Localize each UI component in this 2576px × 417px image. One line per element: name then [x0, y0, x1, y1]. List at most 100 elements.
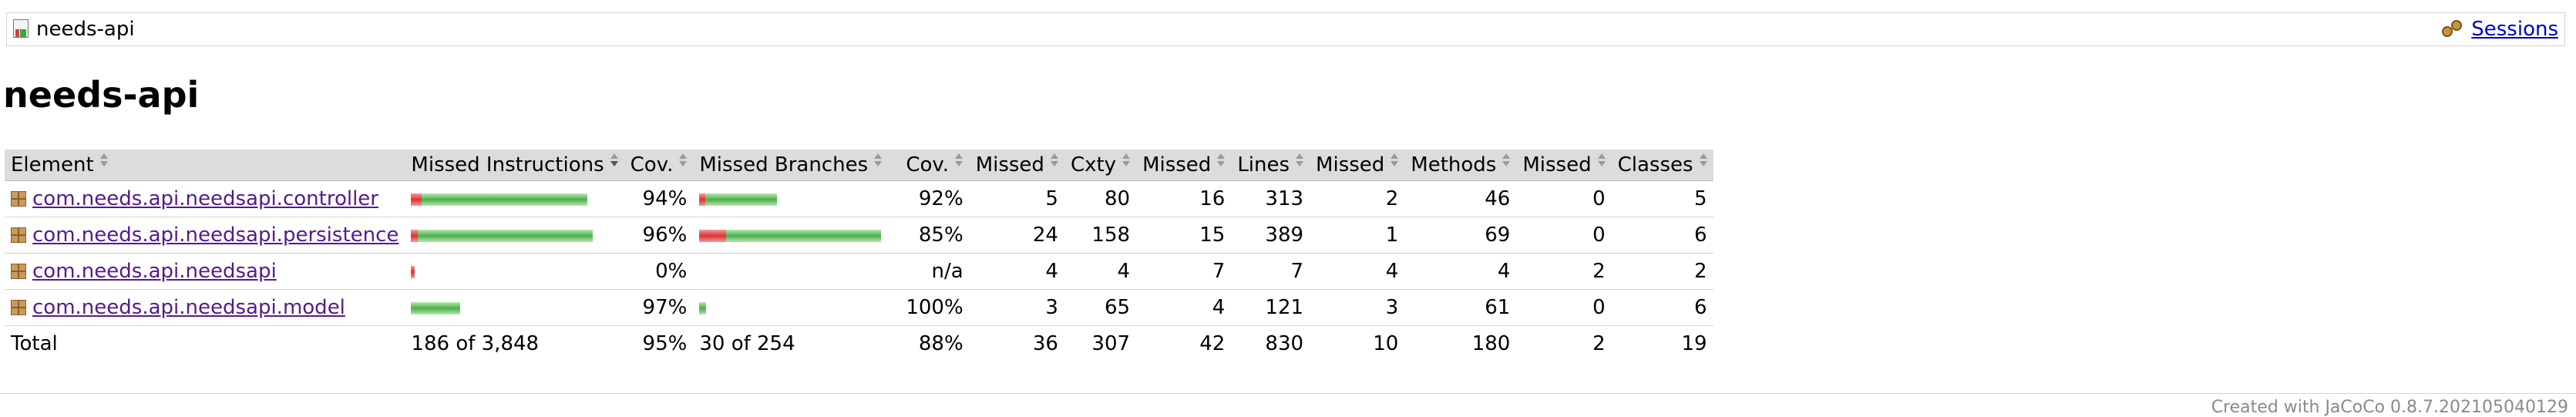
- total-cxty: 307: [1091, 332, 1131, 355]
- table-row: com.needs.api.needsapi.model 97% 100% 3 …: [5, 289, 1713, 326]
- package-icon: [11, 227, 26, 243]
- classes: 5: [1611, 180, 1713, 217]
- total-classes: 19: [1681, 332, 1707, 355]
- branch-coverage: n/a: [900, 253, 970, 290]
- package-link[interactable]: com.needs.api.needsapi.controller: [32, 187, 378, 210]
- total-missed-lines: 42: [1199, 332, 1226, 355]
- sort-icon: [1122, 153, 1131, 166]
- instr-bar-cell: [405, 217, 624, 254]
- missed-lines: 16: [1136, 180, 1232, 217]
- instr-coverage: 94%: [624, 180, 694, 217]
- missed-segment: [411, 265, 415, 278]
- missed-segment: [411, 229, 419, 242]
- missed-lines: 4: [1136, 289, 1232, 326]
- total-branches: 30 of 254: [699, 332, 795, 355]
- col-instr-coverage[interactable]: Cov.: [624, 150, 694, 181]
- package-icon: [11, 300, 26, 315]
- instr-coverage: 96%: [624, 217, 694, 254]
- total-missed-cxty: 36: [1032, 332, 1058, 355]
- missed-classes: 0: [1516, 217, 1612, 254]
- element-cell: com.needs.api.needsapi: [5, 253, 405, 290]
- missed-classes: 2: [1516, 253, 1612, 290]
- package-link[interactable]: com.needs.api.needsapi: [32, 260, 277, 283]
- missed-lines: 15: [1136, 217, 1232, 254]
- sessions-link[interactable]: Sessions: [2471, 18, 2558, 41]
- instr-coverage-bar: [411, 265, 415, 278]
- col-cxty[interactable]: Cxty: [1064, 150, 1137, 181]
- sort-icon: [99, 153, 108, 166]
- branch-coverage: 92%: [900, 180, 970, 217]
- col-missed-instructions[interactable]: Missed Instructions: [405, 150, 624, 181]
- report-icon: [13, 19, 30, 39]
- total-methods: 180: [1471, 332, 1511, 355]
- col-missed-lines[interactable]: Missed: [1136, 150, 1232, 181]
- sort-icon: [955, 153, 963, 166]
- breadcrumb-left: needs-api: [13, 18, 135, 41]
- sort-icon: [1050, 153, 1058, 166]
- package-icon: [11, 191, 26, 207]
- col-missed-branches[interactable]: Missed Branches: [693, 150, 900, 181]
- element-cell: com.needs.api.needsapi.model: [5, 289, 405, 326]
- col-lines[interactable]: Lines: [1231, 150, 1310, 181]
- covered-segment: [418, 229, 594, 242]
- branch-coverage-bar: [699, 301, 707, 314]
- table-row: com.needs.api.needsapi.controller 94% 92…: [5, 180, 1713, 217]
- instr-bar-cell: [405, 289, 624, 326]
- instr-coverage-bar: [411, 229, 594, 242]
- col-missed-classes[interactable]: Missed: [1516, 150, 1612, 181]
- breadcrumb-right: Sessions: [2442, 18, 2558, 41]
- table-header-row: Element Missed Instructions Cov. Missed …: [5, 150, 1713, 181]
- lines: 121: [1231, 289, 1310, 326]
- branch-coverage-bar: [699, 229, 882, 242]
- package-link[interactable]: com.needs.api.needsapi.model: [32, 296, 345, 319]
- methods: 46: [1404, 180, 1517, 217]
- missed-segment: [699, 229, 727, 242]
- sort-icon: [1296, 153, 1304, 166]
- col-branch-coverage[interactable]: Cov.: [900, 150, 970, 181]
- lines: 313: [1231, 180, 1310, 217]
- covered-segment: [705, 193, 778, 206]
- missed-methods: 3: [1310, 289, 1405, 326]
- col-methods[interactable]: Methods: [1404, 150, 1517, 181]
- instr-coverage: 0%: [624, 253, 694, 290]
- element-cell: com.needs.api.needsapi.controller: [5, 180, 405, 217]
- methods: 69: [1404, 217, 1517, 254]
- total-lines: 830: [1265, 332, 1304, 355]
- missed-methods: 2: [1310, 180, 1405, 217]
- col-element[interactable]: Element: [5, 150, 405, 181]
- col-missed-cxty[interactable]: Missed: [969, 150, 1064, 181]
- sessions-icon: [2442, 20, 2465, 39]
- missed-methods: 1: [1310, 217, 1405, 254]
- page-title: needs-api: [3, 74, 200, 116]
- classes: 6: [1611, 289, 1713, 326]
- classes: 6: [1611, 217, 1713, 254]
- col-missed-methods[interactable]: Missed: [1310, 150, 1405, 181]
- total-branch-coverage: 88%: [918, 332, 963, 355]
- col-classes[interactable]: Classes: [1611, 150, 1713, 181]
- instr-coverage-bar: [411, 301, 461, 314]
- lines: 389: [1231, 217, 1310, 254]
- sort-desc-icon: [610, 153, 618, 166]
- element-cell: com.needs.api.needsapi.persistence: [5, 217, 405, 254]
- package-link[interactable]: com.needs.api.needsapi.persistence: [32, 224, 399, 247]
- branch-bar-cell: [693, 180, 900, 217]
- coverage-table: Element Missed Instructions Cov. Missed …: [5, 150, 1713, 362]
- total-missed-classes: 2: [1592, 332, 1606, 355]
- branch-coverage: 100%: [900, 289, 970, 326]
- cxty: 4: [1064, 253, 1137, 290]
- sort-icon: [1502, 153, 1511, 166]
- branch-bar-cell: [693, 217, 900, 254]
- branch-coverage-bar: [699, 193, 778, 206]
- covered-segment: [422, 193, 588, 206]
- missed-cxty: 5: [969, 180, 1064, 217]
- covered-segment: [699, 301, 707, 314]
- missed-classes: 0: [1516, 180, 1612, 217]
- sort-icon: [1391, 153, 1399, 166]
- branch-bar-cell: [693, 253, 900, 290]
- footer-credit: Created with JaCoCo 0.8.7.202105040129: [2211, 398, 2568, 417]
- instr-coverage: 97%: [624, 289, 694, 326]
- missed-cxty: 24: [969, 217, 1064, 254]
- missed-segment: [411, 193, 422, 206]
- sort-icon: [1597, 153, 1606, 166]
- classes: 2: [1611, 253, 1713, 290]
